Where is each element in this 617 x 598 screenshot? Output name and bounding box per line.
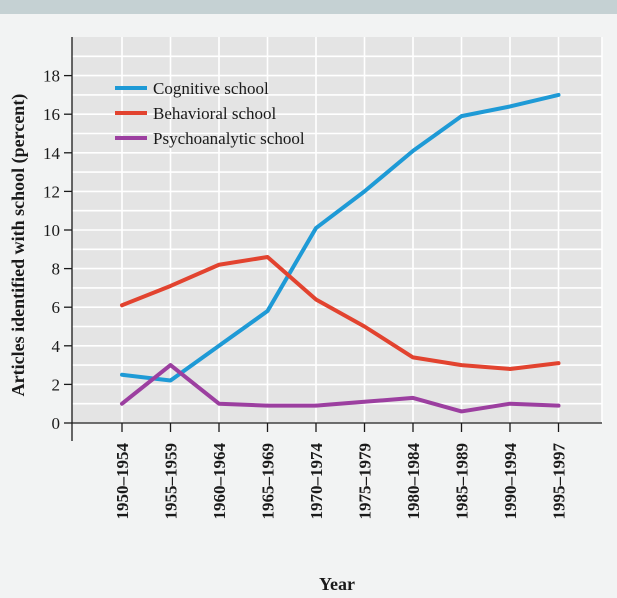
y-axis-label: Articles identified with school (percent… bbox=[8, 94, 29, 397]
y-tick-label: 4 bbox=[52, 337, 61, 356]
psychoanalytic-schoolline bbox=[120, 363, 561, 414]
y-tick-label: 0 bbox=[52, 414, 61, 433]
y-tick-label: 10 bbox=[43, 221, 60, 240]
x-axis-label: Year bbox=[319, 574, 355, 594]
behavioral-schoolline bbox=[120, 255, 561, 371]
y-tick-label: 12 bbox=[43, 182, 60, 201]
gridlines bbox=[72, 37, 603, 424]
x-tick-label: 1970–1974 bbox=[307, 443, 326, 520]
x-tick-label: 1950–1954 bbox=[113, 443, 132, 520]
x-tick-label: 1955–1959 bbox=[162, 443, 181, 520]
y-tick-label: 16 bbox=[43, 105, 60, 124]
x-tick-label: 1960–1964 bbox=[210, 443, 229, 520]
x-tick-label: 1990–1994 bbox=[501, 443, 520, 520]
cognitive-schoolline bbox=[120, 92, 561, 383]
x-tick-label: 1980–1984 bbox=[404, 443, 423, 520]
y-tick-label: 6 bbox=[52, 298, 61, 317]
top-band bbox=[0, 0, 617, 14]
y-tick-label: 2 bbox=[52, 375, 61, 394]
legend-label: Cognitive school bbox=[153, 79, 269, 98]
legend-label: Behavioral school bbox=[153, 104, 276, 123]
legend: Cognitive school Behavioral school Psychoa… bbox=[115, 79, 305, 148]
x-tick-label: 1995–1997 bbox=[550, 443, 569, 520]
x-ticks: 1950–1954 1955–1959 1960–1964 1965–1969 1970… bbox=[113, 423, 569, 520]
y-ticks: 0 2 4 6 8 10 12 14 16 18 bbox=[43, 67, 72, 433]
series-lines bbox=[120, 92, 561, 414]
x-tick-label: 1965–1969 bbox=[259, 443, 278, 520]
y-tick-label: 14 bbox=[43, 144, 61, 163]
x-tick-label: 1975–1979 bbox=[356, 443, 375, 520]
x-tick-label: 1985–1989 bbox=[453, 443, 472, 520]
legend-label: Psychoanalytic school bbox=[153, 129, 305, 148]
y-tick-label: 18 bbox=[43, 67, 60, 86]
axes bbox=[71, 37, 602, 441]
y-tick-label: 8 bbox=[52, 260, 61, 279]
